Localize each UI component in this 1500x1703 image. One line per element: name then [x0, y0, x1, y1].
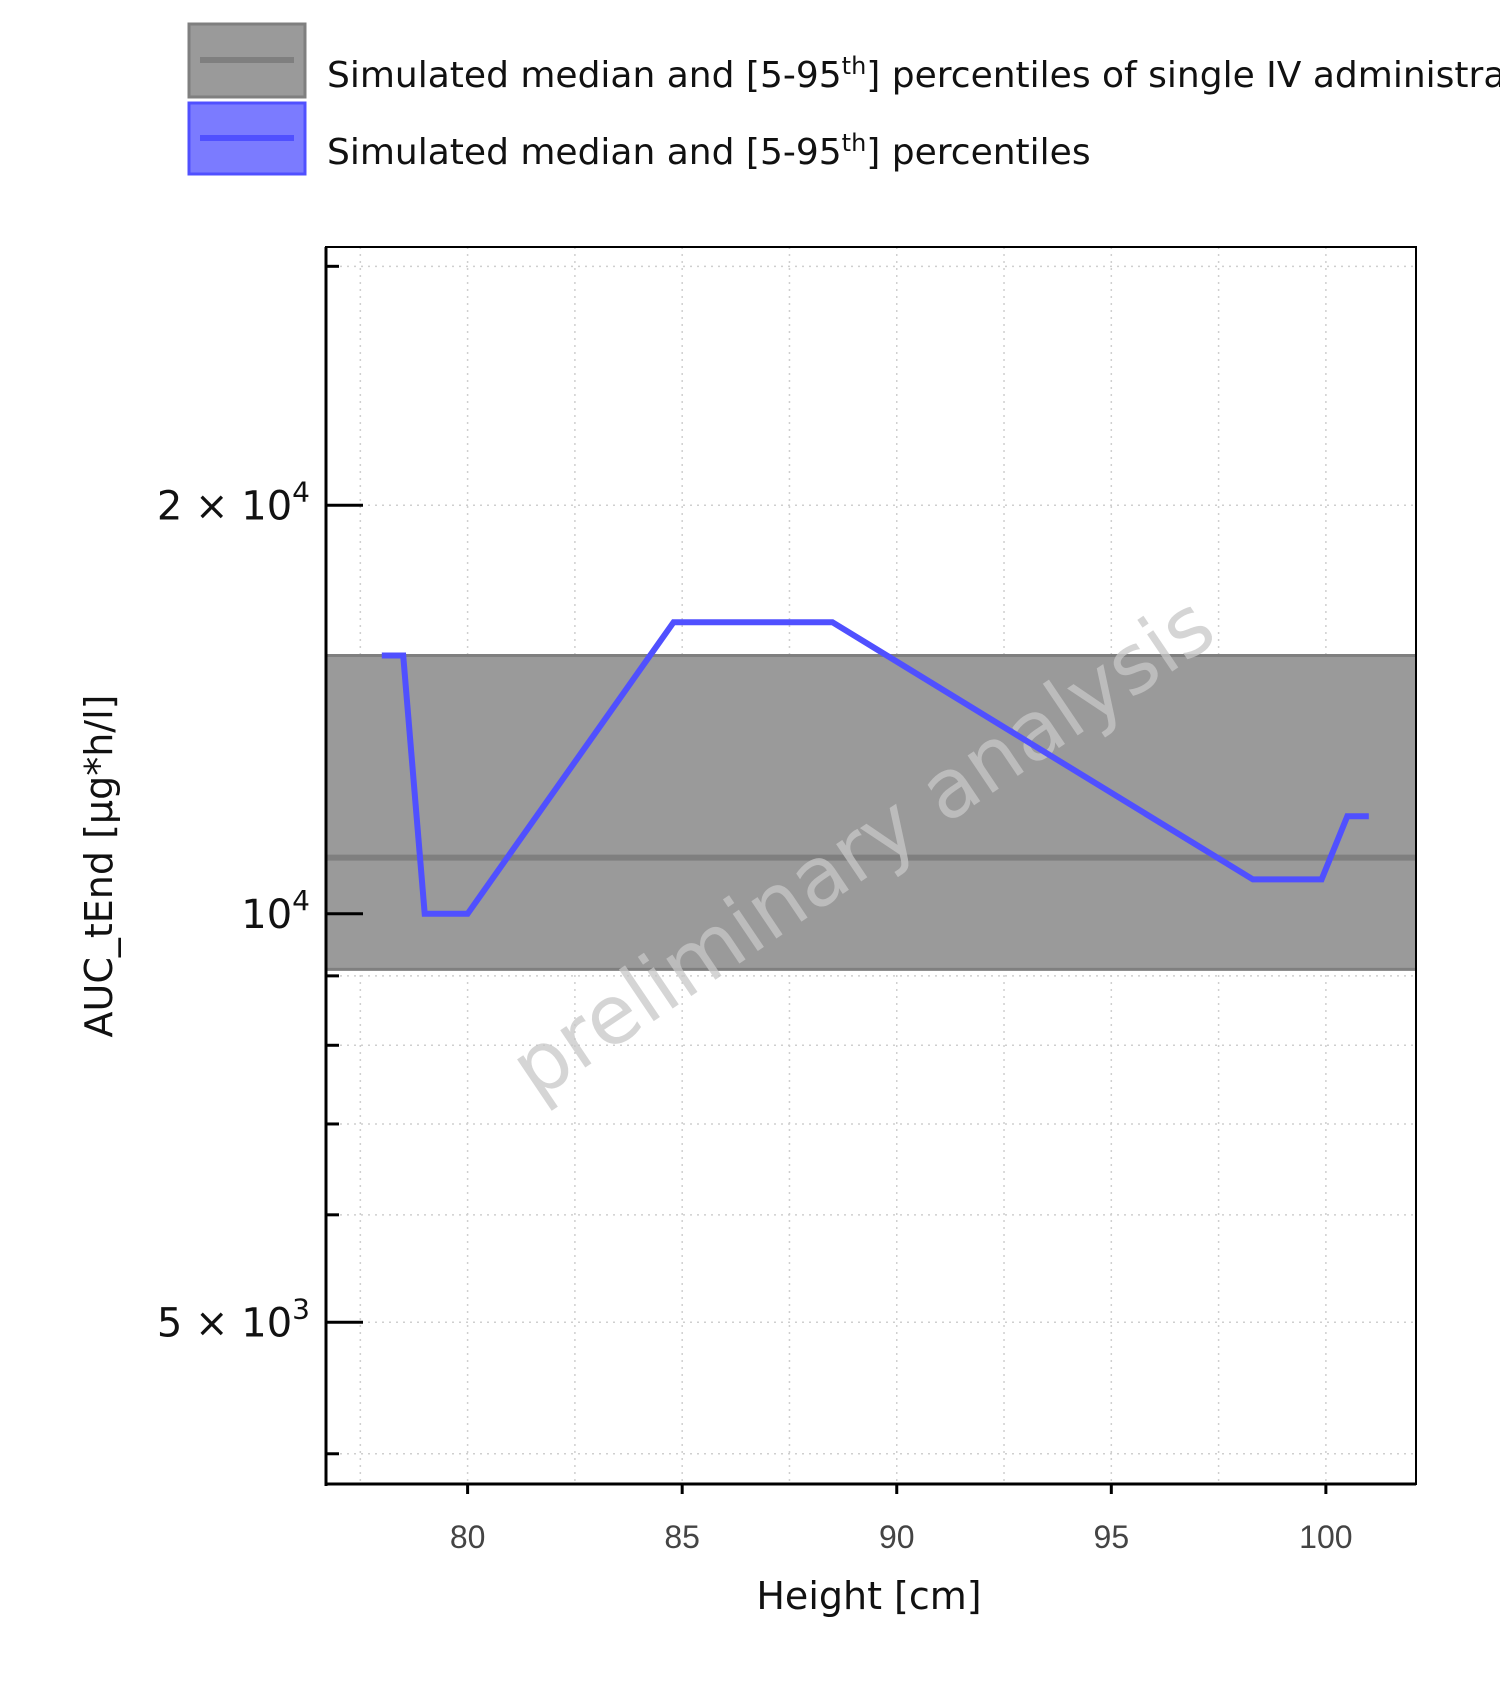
- x-tick-label: 85: [664, 1519, 700, 1555]
- grid: [326, 247, 1416, 1484]
- simulation-line-layer: [381, 619, 1369, 917]
- legend-item-reference-band: Simulated median and [5-95th] percentile…: [187, 22, 1500, 99]
- legend: Simulated median and [5-95th] percentile…: [187, 22, 1500, 176]
- y-axis-ticks: 5 × 103 104 2 × 104: [157, 264, 363, 1456]
- legend-label-reference: Simulated median and [5-95th] percentile…: [327, 52, 1500, 96]
- legend-label-simulation: Simulated median and [5-95th] percentile…: [327, 129, 1091, 173]
- y-tick-label: 5 × 103: [157, 1292, 310, 1346]
- legend-item-simulation: Simulated median and [5-95th] percentile…: [187, 101, 1091, 176]
- y-tick-label: 104: [241, 884, 310, 938]
- x-tick-label: 80: [450, 1519, 486, 1555]
- x-axis-ticks: 80 85 90 95 100: [450, 1484, 1353, 1555]
- y-tick-label: 2 × 104: [157, 475, 310, 529]
- x-tick-label: 90: [879, 1519, 915, 1555]
- simulation-median-line: [381, 619, 1369, 917]
- x-axis-title: Height [cm]: [756, 1574, 981, 1618]
- reference-band-layer: [326, 653, 1416, 971]
- y-axis-title: AUC_tEnd [µg*h/l]: [77, 695, 121, 1038]
- x-tick-label: 95: [1094, 1519, 1130, 1555]
- reference-band-area: [326, 655, 1416, 970]
- x-tick-label: 100: [1299, 1519, 1352, 1555]
